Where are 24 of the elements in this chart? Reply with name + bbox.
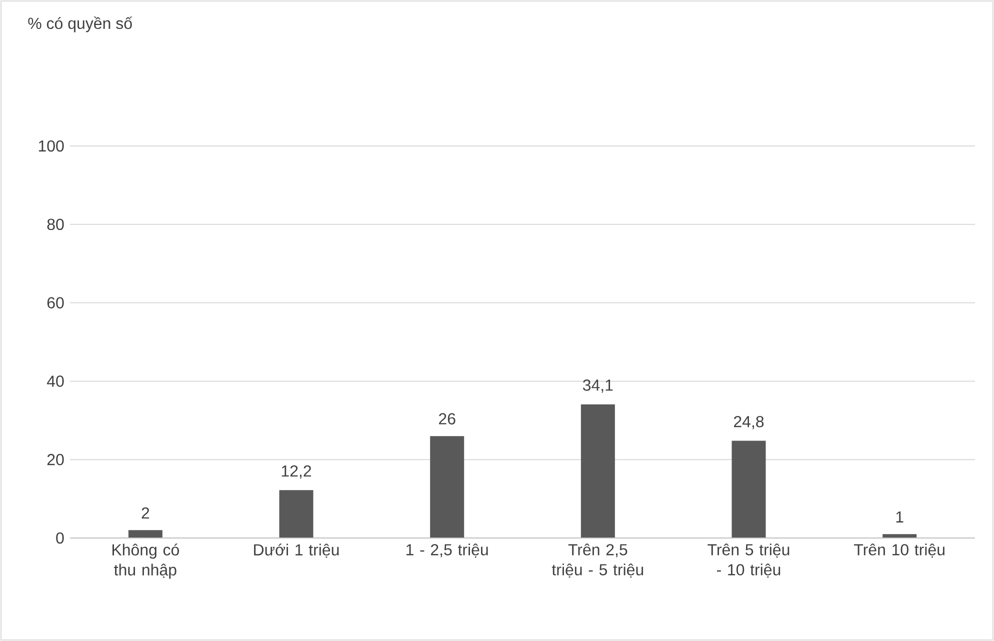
x-tick-label: Trên 5 triệu - 10 triệu: [708, 544, 790, 578]
data-label: 26: [438, 413, 456, 424]
bar: [732, 440, 766, 538]
x-tick-label: Trên 10 triệu: [854, 544, 944, 558]
data-label: 24,8: [734, 416, 764, 430]
data-label: 1: [896, 511, 904, 522]
y-tick-label: 80: [47, 218, 64, 230]
x-tick-label: 1 - 2,5 triệu: [406, 544, 488, 558]
x-tick-label: Dưới 1 triệu: [254, 544, 339, 558]
data-label: 34,1: [582, 380, 613, 393]
x-tick-label: Trên 2,5 triệu - 5 triệu: [552, 544, 644, 578]
y-tick-label: 40: [46, 376, 64, 387]
text: % có quyền số: [28, 16, 132, 32]
y-tick-label: 20: [47, 454, 64, 466]
data-label: 2: [142, 507, 150, 519]
data-label: 12,2: [282, 465, 312, 479]
y-tick-label: 60: [47, 297, 64, 308]
bar: [430, 436, 464, 538]
bar: [580, 404, 615, 538]
x-tick-label: Không có thu nhập: [112, 544, 179, 579]
y-tick-label: 100: [38, 140, 64, 152]
bar: [128, 530, 162, 538]
y-tick-label: 0: [56, 532, 64, 544]
bar: [279, 490, 314, 538]
